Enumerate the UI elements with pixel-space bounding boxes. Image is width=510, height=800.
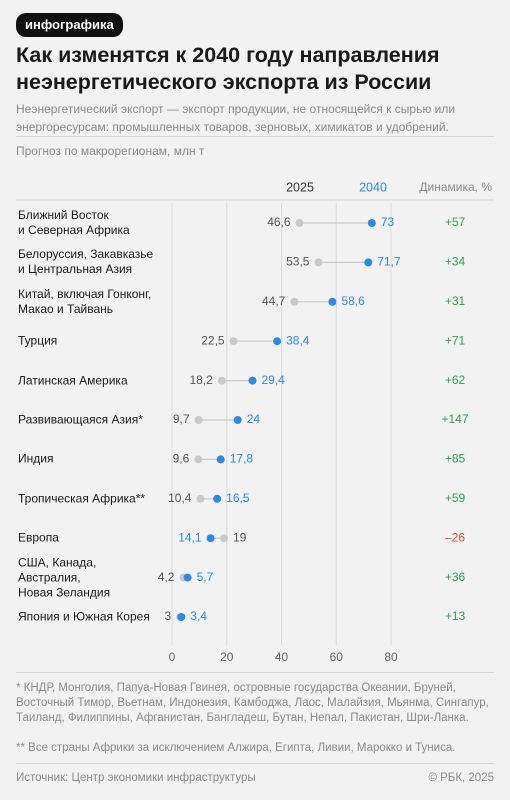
footnote: * КНДР, Монголия, Папуа-Новая Гвинея, ос…	[16, 682, 489, 724]
subtitle: Неэнергетический экспорт — экспорт проду…	[16, 102, 456, 134]
value-label: 19	[233, 530, 247, 544]
column-header: Динамика, %	[419, 180, 492, 194]
value-label: 5,7	[197, 570, 214, 584]
source: Источник: Центр экономики инфраструктуры	[16, 772, 256, 784]
dot	[229, 337, 238, 346]
category-label: Япония и Южная Корея	[18, 609, 150, 624]
value-label: 29,4	[261, 373, 285, 387]
value-label: 4,2	[158, 570, 175, 584]
dot	[216, 455, 225, 464]
category-label: Индия	[18, 451, 54, 466]
category-label: Ближний Восток и Северная Африка	[18, 208, 130, 237]
value-label: 71,7	[377, 255, 401, 269]
dot	[233, 416, 242, 424]
value-label: 22,5	[201, 333, 225, 347]
category-label: Тропическая Африка**	[18, 491, 146, 506]
value-label: 16,5	[226, 491, 250, 505]
value-label: 46,6	[267, 215, 291, 229]
value-label: 3,4	[190, 609, 207, 623]
dot	[183, 573, 192, 582]
dot	[273, 337, 282, 346]
category-label: Белоруссия, Закавказье и Центральная Ази…	[18, 247, 154, 277]
footnote: ** Все страны Африки за исключением Алжи…	[16, 742, 456, 754]
dot	[328, 297, 337, 306]
change-label: +57	[445, 215, 466, 229]
change-label: +62	[445, 373, 466, 387]
legend-label: 2025	[286, 180, 314, 194]
category-label: Китай, включая Гонконг, Макао и Тайвань	[18, 286, 152, 316]
change-label: +71	[445, 333, 466, 347]
change-label: +85	[445, 452, 466, 466]
dot	[177, 613, 186, 621]
dot	[194, 416, 203, 424]
x-tick-label: 60	[330, 650, 344, 664]
x-tick-label: 80	[384, 650, 398, 664]
value-label: 9,7	[173, 412, 190, 426]
value-label: 58,6	[341, 294, 365, 308]
value-label: 38,4	[286, 333, 310, 347]
change-label: +31	[445, 294, 466, 308]
dot	[196, 494, 205, 503]
value-label: 3	[165, 609, 172, 623]
dot	[248, 376, 257, 385]
x-tick-label: 20	[220, 650, 234, 664]
dot	[220, 534, 229, 543]
change-label: +59	[445, 491, 466, 505]
value-label: 24	[247, 412, 261, 426]
value-label: 10,4	[168, 491, 192, 505]
note: Прогноз по макрорегионам, млн т	[16, 144, 205, 158]
x-tick-label: 0	[169, 650, 176, 664]
dot	[367, 219, 376, 227]
value-label: 73	[381, 215, 395, 229]
change-label: +13	[445, 609, 466, 623]
dot	[217, 376, 226, 385]
change-label: +147	[441, 412, 468, 426]
dot	[290, 297, 299, 306]
category-label: США, Канада, Австралия, Новая Зеландия	[18, 555, 111, 600]
chart-title: Как изменятся к 2040 году направления не…	[16, 43, 440, 94]
category-label: Латинская Америка	[18, 373, 128, 388]
dot	[194, 455, 203, 464]
legend-label: 2040	[359, 180, 387, 194]
badge: инфографика	[16, 13, 123, 37]
change-label: –26	[445, 530, 465, 544]
value-label: 18,2	[189, 373, 213, 387]
value-label: 53,5	[286, 255, 310, 269]
x-tick-label: 40	[275, 650, 289, 664]
category-label: Развивающаяся Азия*	[18, 412, 143, 427]
value-label: 44,7	[262, 294, 286, 308]
dot	[295, 219, 304, 227]
separator	[16, 763, 494, 764]
separator	[16, 672, 494, 673]
value-label: 9,6	[173, 452, 190, 466]
change-label: +34	[445, 255, 466, 269]
value-label: 14,1	[178, 530, 202, 544]
dot	[314, 258, 323, 267]
dot	[213, 494, 222, 503]
copyright: © РБК, 2025	[428, 772, 494, 784]
separator	[16, 136, 494, 137]
category-label: Турция	[18, 333, 58, 348]
change-label: +36	[445, 570, 466, 584]
dot	[364, 258, 373, 267]
dot	[206, 534, 215, 543]
value-label: 17,8	[230, 452, 254, 466]
category-label: Европа	[18, 530, 59, 545]
